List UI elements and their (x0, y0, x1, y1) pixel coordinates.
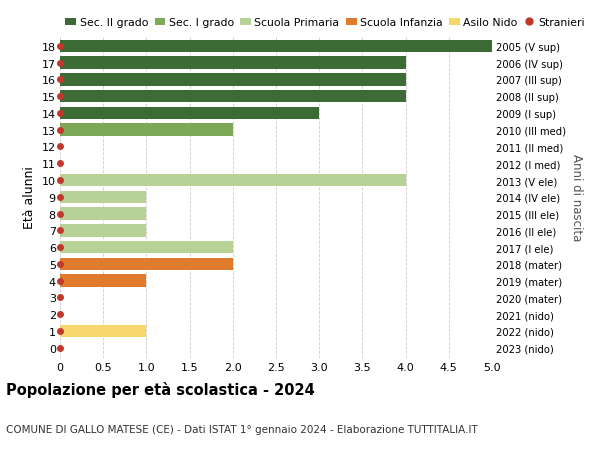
Bar (60, 40, 492, 53)
Text: Popolazione per età scolastica - 2024: Popolazione per età scolastica - 2024 (6, 381, 315, 397)
Bar (60, 124, 233, 137)
Text: COMUNE DI GALLO MATESE (CE) - Dati ISTAT 1° gennaio 2024 - Elaborazione TUTTITAL: COMUNE DI GALLO MATESE (CE) - Dati ISTAT… (6, 424, 478, 434)
Legend: Sec. II grado, Sec. I grado, Scuola Primaria, Scuola Infanzia, Asilo Nido, Stran: Sec. II grado, Sec. I grado, Scuola Prim… (65, 18, 584, 28)
Bar (60, 325, 146, 337)
Bar (60, 191, 146, 204)
Bar (60, 258, 233, 271)
Bar (60, 107, 319, 120)
Y-axis label: Età alunni: Età alunni (23, 166, 36, 229)
Bar (60, 275, 146, 287)
Bar (60, 208, 146, 220)
Bar (60, 57, 406, 70)
Bar (60, 91, 406, 103)
Bar (60, 224, 146, 237)
Bar (60, 241, 233, 254)
Y-axis label: Anni di nascita: Anni di nascita (570, 154, 583, 241)
Bar (60, 74, 406, 86)
Bar (60, 174, 406, 187)
